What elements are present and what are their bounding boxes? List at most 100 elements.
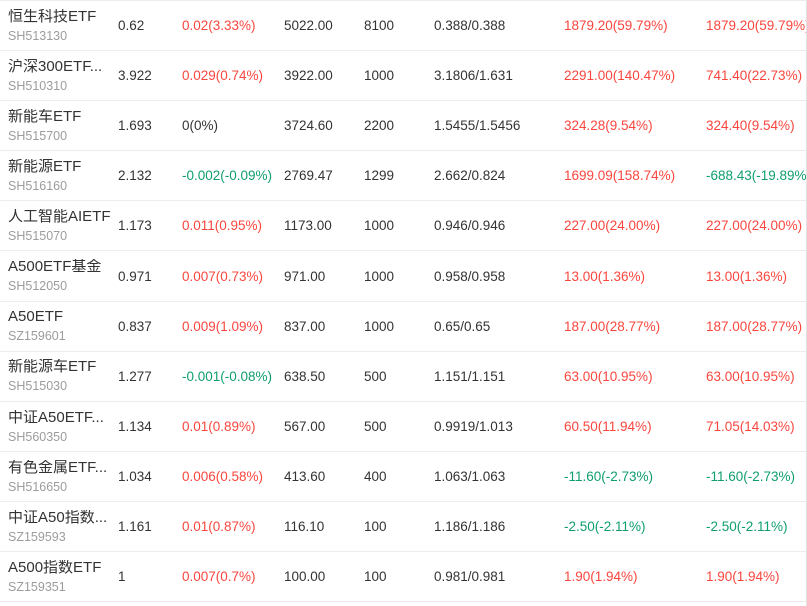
etf-name: 新能源车ETF (8, 359, 97, 375)
market-value-cell: 567.00 (284, 418, 326, 434)
change-cell: 0(0%) (182, 118, 219, 134)
price-cost-cell: 1.186/1.186 (434, 518, 506, 534)
holding-pnl-cell: 187.00(28.77%) (564, 318, 661, 334)
last-price-cell: 3.922 (118, 68, 152, 84)
holding-pnl-cell: 227.00(24.00%) (564, 218, 661, 234)
etf-name: 有色金属ETF... (8, 459, 108, 475)
etf-name: A500指数ETF (8, 559, 102, 575)
market-value-cell: 837.00 (284, 318, 326, 334)
etf-code: SH516160 (8, 179, 68, 193)
change-cell: 0.007(0.7%) (182, 569, 256, 585)
price-cost-cell: 0.958/0.958 (434, 268, 506, 284)
holding-pnl-cell: 1.90(1.94%) (564, 569, 638, 585)
total-pnl-cell: 1.90(1.94%) (706, 569, 780, 585)
holding-pnl-cell: -11.60(-2.73%) (564, 468, 654, 484)
holding-pnl-cell: 2291.00(140.47%) (564, 68, 676, 84)
table-row[interactable]: A500指数ETF SZ159351 1 0.007(0.7%) 100.00 … (0, 552, 806, 603)
total-pnl-cell: -2.50(-2.11%) (706, 518, 788, 534)
etf-code: SH516650 (8, 479, 68, 494)
etf-name-cell: A50ETF SZ159601 (8, 309, 118, 343)
quantity-cell: 500 (364, 418, 387, 434)
holding-pnl-cell: 60.50(11.94%) (564, 418, 652, 434)
total-pnl-cell: 63.00(10.95%) (706, 368, 795, 384)
change-cell: 0.01(0.89%) (182, 418, 256, 434)
market-value-cell: 1173.00 (284, 218, 332, 234)
table-row[interactable]: 新能源车ETF SH515030 1.277 -0.001(-0.08%) 63… (0, 351, 806, 402)
table-row[interactable]: 沪深300ETF... SH510310 3.922 0.029(0.74%) … (0, 51, 806, 102)
etf-name-cell: 沪深300ETF... SH510310 (8, 59, 118, 93)
market-value-cell: 638.50 (284, 368, 326, 384)
last-price-cell: 1.134 (118, 418, 152, 434)
quantity-cell: 2200 (364, 118, 395, 134)
table-row[interactable]: 人工智能AIETF SH515070 1.173 0.011(0.95%) 11… (0, 201, 806, 252)
price-cost-cell: 0.981/0.981 (434, 569, 506, 585)
change-cell: 0.009(1.09%) (182, 318, 264, 334)
market-value-cell: 116.10 (284, 518, 325, 534)
market-value-cell: 971.00 (284, 268, 326, 284)
total-pnl-cell: 13.00(1.36%) (706, 268, 788, 284)
price-cost-cell: 3.1806/1.631 (434, 68, 513, 84)
last-price-cell: 2.132 (118, 168, 152, 184)
change-cell: 0.007(0.73%) (182, 268, 264, 284)
last-price-cell: 1.693 (118, 118, 152, 134)
etf-code: SZ159351 (8, 579, 66, 594)
market-value-cell: 3724.60 (284, 118, 333, 134)
holding-pnl-cell: 63.00(10.95%) (564, 368, 653, 384)
total-pnl-cell: -11.60(-2.73%) (706, 468, 796, 484)
holding-pnl-cell: 1879.20(59.79%) (564, 18, 668, 34)
market-value-cell: 100.00 (284, 569, 326, 585)
etf-code: SH560350 (8, 429, 68, 444)
price-cost-cell: 2.662/0.824 (434, 168, 506, 184)
change-cell: -0.001(-0.08%) (182, 368, 273, 384)
holding-pnl-cell: -2.50(-2.11%) (564, 518, 646, 534)
table-row[interactable]: 中证A50指数... SZ159593 1.161 0.01(0.87%) 11… (0, 501, 806, 553)
etf-code: SZ159601 (8, 329, 66, 343)
etf-name: 恒生科技ETF (8, 8, 97, 24)
table-row[interactable]: A500ETF基金 SH512050 0.971 0.007(0.73%) 97… (0, 251, 806, 302)
total-pnl-cell: 227.00(24.00%) (706, 218, 803, 234)
price-cost-cell: 0.65/0.65 (434, 318, 491, 334)
quantity-cell: 8100 (364, 18, 395, 34)
total-pnl-cell: 187.00(28.77%) (706, 318, 803, 334)
price-cost-cell: 1.063/1.063 (434, 468, 506, 484)
market-value-cell: 413.60 (284, 468, 326, 484)
price-cost-cell: 0.388/0.388 (434, 18, 506, 34)
quantity-cell: 1000 (364, 218, 395, 234)
etf-name: A500ETF基金 (8, 259, 102, 275)
etf-name-cell: 新能车ETF SH515700 (8, 109, 118, 143)
change-cell: 0.029(0.74%) (182, 68, 264, 84)
change-cell: 0.011(0.95%) (182, 218, 263, 234)
change-cell: 0.02(3.33%) (182, 18, 256, 34)
total-pnl-cell: 324.40(9.54%) (706, 118, 795, 134)
etf-name: 沪深300ETF... (8, 58, 103, 74)
etf-name-cell: 中证A50ETF... SH560350 (8, 410, 118, 444)
table-row[interactable]: 新能车ETF SH515700 1.693 0(0%) 3724.60 2200… (0, 101, 806, 152)
table-row[interactable]: 中证A50ETF... SH560350 1.134 0.01(0.89%) 5… (0, 401, 806, 452)
etf-name-cell: 人工智能AIETF SH515070 (8, 209, 118, 243)
etf-name: 中证A50ETF... (8, 409, 104, 425)
etf-code: SH513130 (8, 28, 68, 43)
etf-name: 中证A50指数... (8, 509, 108, 525)
etf-name-cell: 恒生科技ETF SH513130 (8, 9, 118, 43)
table-row[interactable]: 恒生科技ETF SH513130 0.62 0.02(3.33%) 5022.0… (0, 1, 806, 52)
etf-name-cell: A500ETF基金 SH512050 (8, 259, 118, 293)
table-row[interactable]: 有色金属ETF... SH516650 1.034 0.006(0.58%) 4… (0, 451, 806, 502)
quantity-cell: 500 (364, 368, 387, 384)
table-row[interactable]: 新能源ETF SH516160 2.132 -0.002(-0.09%) 276… (0, 151, 806, 202)
etf-code: SH512050 (8, 279, 68, 293)
market-value-cell: 5022.00 (284, 18, 333, 34)
price-cost-cell: 0.946/0.946 (434, 218, 506, 234)
market-value-cell: 2769.47 (284, 168, 333, 184)
change-cell: 0.01(0.87%) (182, 518, 256, 534)
total-pnl-cell: 71.05(14.03%) (706, 418, 795, 434)
etf-code: SH510310 (8, 78, 68, 93)
total-pnl-cell: 741.40(22.73%) (706, 68, 803, 84)
last-price-cell: 1.161 (118, 518, 152, 534)
etf-name-cell: 中证A50指数... SZ159593 (8, 510, 118, 544)
table-row[interactable]: A50ETF SZ159601 0.837 0.009(1.09%) 837.0… (0, 301, 806, 352)
total-pnl-cell: -688.43(-19.89%) (706, 168, 806, 184)
quantity-cell: 100 (364, 569, 387, 585)
last-price-cell: 0.62 (118, 18, 145, 34)
